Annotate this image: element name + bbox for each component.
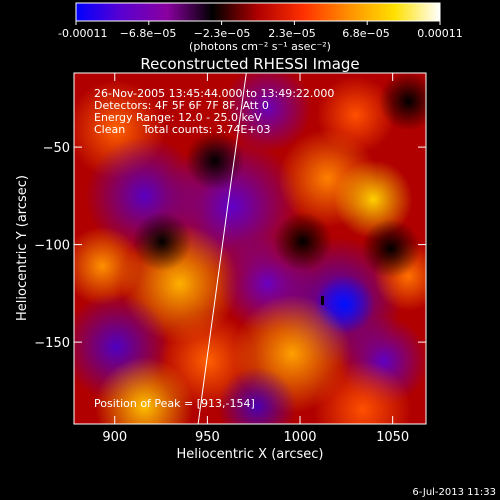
y-tick-label: −50 <box>43 141 70 156</box>
annotation-detectors: Detectors: 4F 5F 6F 7F 8F, Att 0 <box>94 99 269 112</box>
peak-marker <box>321 296 324 305</box>
y-axis-label: Heliocentric Y (arcsec) <box>15 175 30 321</box>
colorbar-tick-label: 2.3e−05 <box>268 27 315 40</box>
heatmap-blob <box>273 211 333 272</box>
x-tick-label: 950 <box>195 430 220 445</box>
x-axis-label: Heliocentric X (arcsec) <box>177 447 324 462</box>
x-tick-label: 1000 <box>283 430 316 445</box>
heatmap-blob <box>185 131 245 191</box>
plot-frame <box>73 72 427 425</box>
x-tick-label: 1050 <box>376 430 409 445</box>
colorbar-tick-label: 6.8e−05 <box>342 27 389 40</box>
colorbar-tick-label: 0.00011 <box>417 27 463 40</box>
y-axis-ticks: −50 −100 −150 <box>34 141 426 351</box>
annotation-time-range: 26-Nov-2005 13:45:44.000 to 13:49:22.000 <box>94 87 334 100</box>
heatmap-blob <box>95 357 194 424</box>
colorbar-tick-label: −6.8e−05 <box>120 27 177 40</box>
heatmap-image <box>74 73 426 424</box>
y-tick-label: −150 <box>34 336 70 351</box>
heatmap-blob <box>217 367 297 424</box>
annotation-energy-range: Energy Range: 12.0 - 25.0 keV <box>94 111 262 124</box>
x-axis-ticks: 900 950 1000 1050 <box>102 73 409 445</box>
colorbar-tick-label: −2.3e−05 <box>194 27 251 40</box>
heatmap-blob <box>132 211 192 272</box>
chart-title: Reconstructed RHESSI Image <box>140 55 359 73</box>
footer-date: 6-Jul-2013 11:33 <box>412 487 496 498</box>
solar-limb-line <box>197 73 247 424</box>
heatmap-blob <box>378 73 426 131</box>
colorbar-ticks <box>75 21 441 25</box>
heatmap-blob <box>313 360 412 424</box>
colorbar-tick-label: -0.00011 <box>58 27 107 40</box>
observation-info: 26-Nov-2005 13:45:44.000 to 13:49:22.000… <box>94 87 334 136</box>
x-tick-label: 900 <box>102 430 127 445</box>
annotation-clean-counts: Clean Total counts: 3.74E+03 <box>94 123 271 136</box>
colorbar-unit-label: (photons cm⁻² s⁻¹ asec⁻²) <box>189 40 331 53</box>
y-tick-label: −100 <box>34 239 70 254</box>
peak-position-label: Position of Peak = [913,-154] <box>94 397 255 410</box>
heatmap-blob <box>223 73 312 153</box>
colorbar <box>75 2 441 22</box>
heatmap-blob <box>361 218 421 279</box>
